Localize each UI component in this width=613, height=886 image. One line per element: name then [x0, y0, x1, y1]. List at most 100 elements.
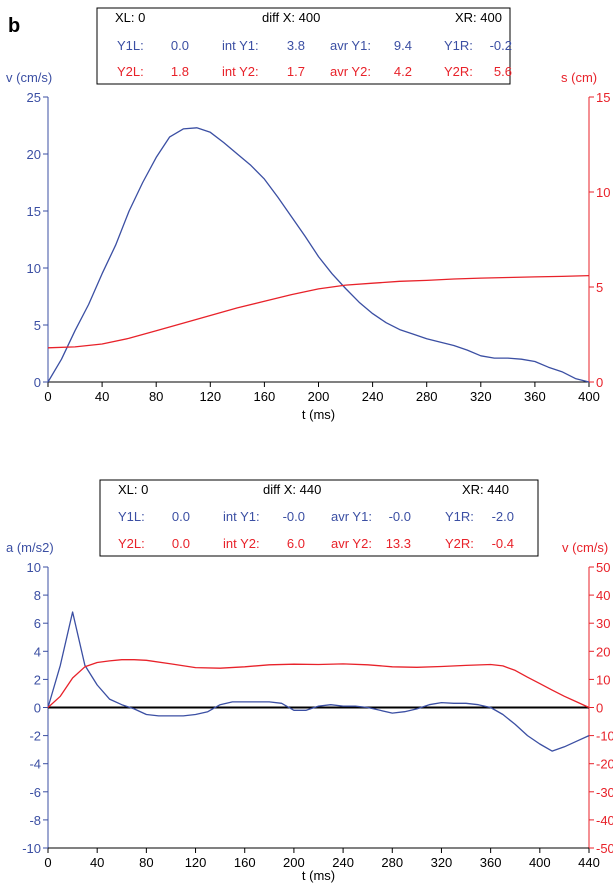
info-cell: 13.3 — [386, 536, 411, 551]
y-left-axis-label: a (m/s2) — [6, 540, 54, 555]
y-right-tick-label: 40 — [596, 588, 610, 603]
info-cell: Y1L: — [117, 38, 144, 53]
y-left-tick-label: 5 — [34, 318, 41, 333]
series-left-line — [47, 127, 590, 383]
y-left-tick-label: 2 — [34, 672, 41, 687]
x-tick-label: 240 — [332, 855, 354, 870]
info-cell: 1.8 — [171, 64, 189, 79]
series-right-line — [47, 659, 590, 709]
x-tick-label: 200 — [308, 389, 330, 404]
y-right-tick-label: 0 — [596, 375, 603, 390]
acceleration-velocity-chart: XL: 0 diff X: 440 XR: 440 Y1L: 0.0 int Y1: -0.… — [6, 479, 613, 883]
x-tick-label: 400 — [578, 389, 600, 404]
x-tick-label: 40 — [95, 389, 109, 404]
info-cell: 4.2 — [394, 64, 412, 79]
x-axis-label: t (ms) — [302, 868, 335, 883]
info-cell: int Y2: — [222, 64, 259, 79]
info-cell: 0.0 — [171, 38, 189, 53]
y-left-tick-label: -2 — [29, 729, 41, 744]
x-tick-label: 200 — [283, 855, 305, 870]
x-tick-label: 320 — [431, 855, 453, 870]
velocity-distance-chart: XL: 0 diff X: 400 XR: 400 Y1L: 0.0 int Y1: 3.8… — [6, 7, 610, 422]
y-right-tick-label: -30 — [596, 785, 613, 800]
info-cell: Y1R: — [445, 509, 474, 524]
y-left-tick-label: 15 — [27, 204, 41, 219]
x-tick-label: 0 — [44, 855, 51, 870]
info-cell: Y1L: — [118, 509, 145, 524]
y-left-tick-label: 8 — [34, 588, 41, 603]
info-box — [99, 479, 539, 557]
series-right-line — [47, 274, 590, 349]
info-cell: diff X: 400 — [262, 10, 320, 25]
y-left-tick-label: 4 — [34, 644, 41, 659]
y-right-tick-label: 15 — [596, 90, 610, 105]
y-left-tick-label: 10 — [27, 560, 41, 575]
info-cell: avr Y2: — [330, 64, 371, 79]
y-right-axis-label: v (cm/s) — [562, 540, 608, 555]
y-right-tick-label: -20 — [596, 757, 613, 772]
y-left-axis-label: v (cm/s) — [6, 70, 52, 85]
info-cell: int Y1: — [223, 509, 260, 524]
series-left-line — [47, 611, 590, 752]
x-tick-label: 360 — [524, 389, 546, 404]
y-left-tick-label: 6 — [34, 616, 41, 631]
x-tick-label: 400 — [529, 855, 551, 870]
x-tick-label: 280 — [381, 855, 403, 870]
info-cell: -0.0 — [389, 509, 411, 524]
x-tick-label: 320 — [470, 389, 492, 404]
x-tick-label: 80 — [139, 855, 153, 870]
y-right-tick-label: -50 — [596, 841, 613, 856]
x-axis-label: t (ms) — [302, 407, 335, 422]
info-cell: Y1R: — [444, 38, 473, 53]
x-tick-label: 80 — [149, 389, 163, 404]
info-cell: 1.7 — [287, 64, 305, 79]
info-cell: Y2R: — [445, 536, 474, 551]
info-cell: XR: 440 — [462, 482, 509, 497]
y-right-tick-label: 5 — [596, 280, 603, 295]
info-cell: 3.8 — [287, 38, 305, 53]
y-left-tick-label: -8 — [29, 813, 41, 828]
y-left-tick-label: 10 — [27, 261, 41, 276]
info-cell: int Y2: — [223, 536, 260, 551]
info-cell: 0.0 — [172, 536, 190, 551]
info-cell: XR: 400 — [455, 10, 502, 25]
y-left-tick-label: 20 — [27, 147, 41, 162]
y-right-tick-label: 20 — [596, 644, 610, 659]
info-cell: 9.4 — [394, 38, 412, 53]
x-tick-label: 160 — [254, 389, 276, 404]
panel-letter: b — [8, 15, 20, 37]
y-right-tick-label: 30 — [596, 616, 610, 631]
info-cell: diff X: 440 — [263, 482, 321, 497]
info-cell: 6.0 — [287, 536, 305, 551]
y-left-tick-label: 0 — [34, 375, 41, 390]
info-box — [96, 7, 511, 85]
x-tick-label: 440 — [578, 855, 600, 870]
y-right-tick-label: 0 — [596, 701, 603, 716]
info-cell: avr Y2: — [331, 536, 372, 551]
y-left-tick-label: 25 — [27, 90, 41, 105]
x-tick-label: 280 — [416, 389, 438, 404]
y-left-tick-label: 0 — [34, 701, 41, 716]
info-cell: -0.0 — [283, 509, 305, 524]
info-cell: avr Y1: — [331, 509, 372, 524]
y-left-tick-label: -6 — [29, 785, 41, 800]
y-right-axis-label: s (cm) — [561, 70, 597, 85]
info-cell: avr Y1: — [330, 38, 371, 53]
info-cell: 0.0 — [172, 509, 190, 524]
x-tick-label: 40 — [90, 855, 104, 870]
info-cell: -0.2 — [490, 38, 512, 53]
info-cell: Y2L: — [118, 536, 145, 551]
x-tick-label: 160 — [234, 855, 256, 870]
info-cell: Y2L: — [117, 64, 144, 79]
info-cell: Y2R: — [444, 64, 473, 79]
y-right-tick-label: 10 — [596, 185, 610, 200]
x-tick-label: 360 — [480, 855, 502, 870]
info-cell: XL: 0 — [115, 10, 145, 25]
y-left-tick-label: -4 — [29, 757, 41, 772]
x-tick-label: 120 — [199, 389, 221, 404]
y-right-tick-label: 50 — [596, 560, 610, 575]
x-tick-label: 240 — [362, 389, 384, 404]
info-cell: -2.0 — [492, 509, 514, 524]
y-right-tick-label: 10 — [596, 672, 610, 687]
